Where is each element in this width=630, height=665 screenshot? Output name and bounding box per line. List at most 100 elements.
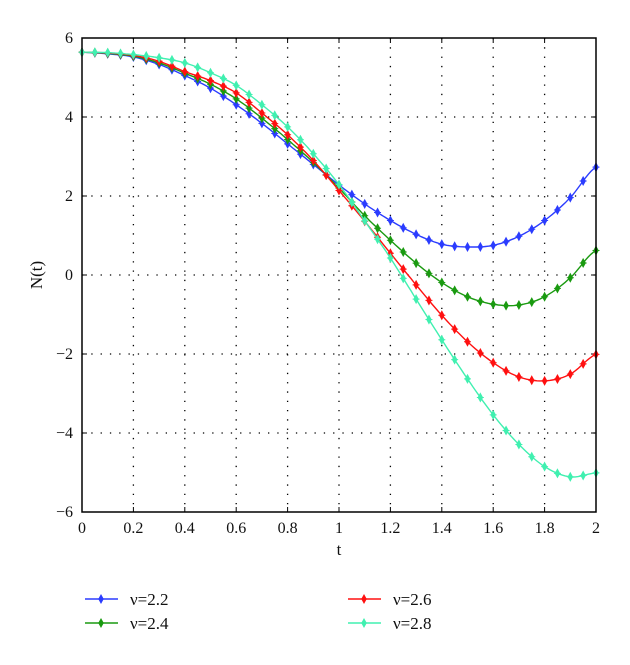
data-point	[464, 291, 471, 302]
data-point	[335, 179, 343, 190]
data-point	[117, 48, 125, 59]
data-point	[181, 66, 189, 77]
data-point	[245, 89, 253, 100]
data-point	[502, 300, 510, 311]
data-point	[553, 204, 561, 215]
data-point	[502, 236, 510, 247]
data-point	[296, 134, 304, 145]
x-tick-label: 1.8	[535, 520, 555, 537]
y-tick-label: −2	[56, 346, 73, 363]
x-tick-label: 1.2	[380, 520, 400, 537]
data-point	[489, 357, 497, 368]
data-point	[476, 392, 484, 403]
data-point	[168, 61, 176, 72]
series-line	[81, 51, 597, 307]
data-point	[528, 224, 536, 235]
y-tick-label: 2	[65, 188, 73, 205]
y-tick-label: −4	[56, 425, 73, 442]
data-point	[258, 99, 266, 110]
data-point	[451, 324, 459, 335]
data-point	[142, 50, 150, 62]
data-point	[566, 192, 574, 203]
data-point	[232, 87, 240, 98]
data-point	[412, 294, 420, 305]
data-point	[386, 215, 394, 226]
data-point	[399, 273, 407, 284]
data-point	[425, 234, 433, 245]
data-point	[194, 62, 202, 73]
data-point	[91, 47, 99, 58]
data-point	[425, 295, 433, 306]
data-point	[258, 113, 266, 124]
data-point	[284, 129, 292, 140]
data-point	[232, 80, 240, 91]
data-point	[386, 252, 394, 264]
legend-item: ν=2.2	[85, 590, 169, 609]
legend-label: ν=2.6	[393, 590, 432, 609]
data-point	[232, 93, 240, 104]
x-tick-label: 1	[335, 520, 343, 537]
series-1	[78, 47, 600, 311]
series-0	[78, 47, 600, 252]
x-tick-label: 0	[78, 520, 86, 537]
data-point	[451, 354, 459, 365]
x-tick-label: 1.4	[432, 520, 452, 537]
data-point	[438, 334, 446, 345]
data-point	[476, 296, 484, 307]
y-tick-label: 6	[65, 30, 73, 47]
x-tick-label: 0.4	[175, 520, 195, 537]
data-point	[412, 258, 420, 269]
data-point	[528, 375, 536, 386]
data-point	[502, 365, 510, 376]
plot-frame	[81, 37, 597, 513]
data-point	[528, 451, 536, 462]
data-point	[451, 285, 459, 296]
data-point	[271, 118, 279, 129]
data-point	[232, 99, 240, 110]
data-point	[361, 198, 369, 209]
data-point	[579, 358, 587, 369]
data-point	[476, 347, 484, 359]
data-point	[515, 299, 523, 311]
y-tick-label: −6	[56, 504, 73, 521]
data-point	[566, 369, 574, 380]
data-point	[579, 470, 587, 481]
data-point	[386, 235, 394, 246]
data-point	[425, 314, 433, 325]
legend-label: ν=2.8	[393, 614, 432, 633]
data-point	[219, 91, 227, 102]
data-point	[219, 73, 227, 84]
data-point	[194, 70, 202, 82]
data-point	[438, 310, 446, 321]
x-tick-label: 0.8	[278, 520, 298, 537]
data-point	[309, 148, 317, 159]
data-point	[399, 246, 407, 258]
data-point	[399, 222, 407, 233]
data-point	[464, 241, 471, 252]
series-line	[82, 51, 597, 478]
x-tick-label: 0.2	[123, 520, 143, 537]
x-tick-label: 2	[592, 520, 600, 537]
data-point	[451, 241, 459, 252]
data-point	[309, 155, 317, 166]
data-point	[374, 234, 382, 245]
x-tick-label: 0.6	[226, 520, 246, 537]
x-tick-label: 1.6	[483, 520, 503, 537]
data-point	[219, 81, 227, 92]
data-point	[579, 257, 587, 268]
data-point	[541, 291, 549, 302]
data-point	[515, 371, 523, 382]
data-point	[245, 103, 253, 114]
series-line	[81, 51, 597, 382]
series-2	[78, 47, 600, 386]
data-point	[104, 47, 112, 58]
data-point	[245, 108, 253, 119]
data-point	[271, 123, 279, 134]
data-point	[412, 279, 420, 290]
data-point	[438, 239, 446, 250]
data-point	[502, 425, 510, 436]
data-point	[541, 461, 549, 472]
legend-item: ν=2.6	[348, 590, 432, 609]
data-point	[476, 241, 484, 252]
